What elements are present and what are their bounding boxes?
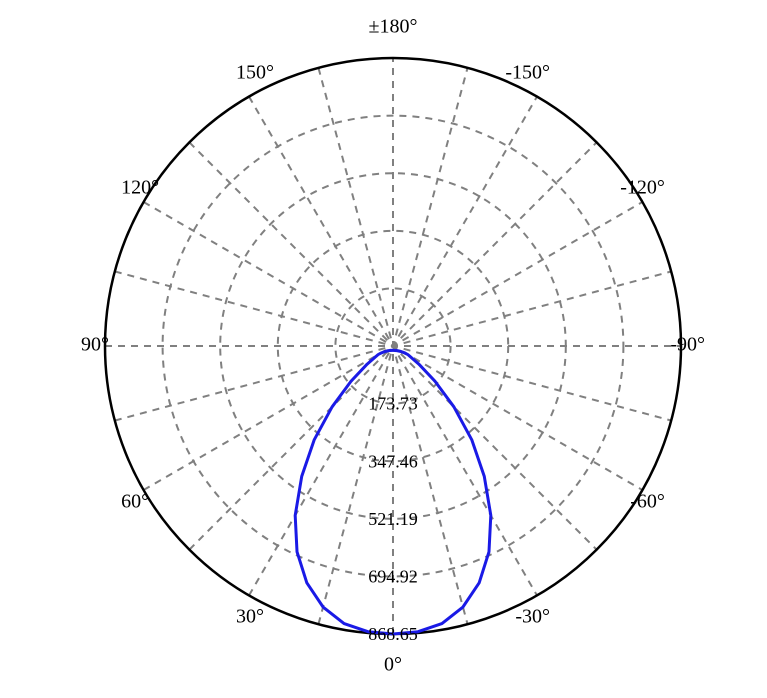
radial-tick-label: 521.19 <box>368 509 418 529</box>
angle-tick-label: -150° <box>505 62 550 84</box>
angle-tick-label: 60° <box>121 491 149 513</box>
radial-tick-label: 347.46 <box>368 451 418 471</box>
radial-tick-label: 694.92 <box>368 567 418 587</box>
angle-tick-label: -120° <box>620 177 665 199</box>
angle-tick-label: ±180° <box>369 16 418 38</box>
radial-tick-label: 868.65 <box>368 624 418 644</box>
angle-tick-label: -90° <box>670 334 705 356</box>
angle-tick-label: 30° <box>236 606 264 628</box>
angle-tick-label: 120° <box>121 177 159 199</box>
angle-tick-label: 150° <box>236 62 274 84</box>
radial-tick-label: 173.73 <box>368 394 418 414</box>
angle-tick-label: -60° <box>630 491 665 513</box>
angle-tick-label: 0° <box>384 654 402 676</box>
polar-chart: 173.73 347.46 521.19 694.92 868.65 0° 30° 60° 90… <box>0 0 767 698</box>
angle-tick-label: -30° <box>515 606 550 628</box>
angle-tick-label: 90° <box>81 334 109 356</box>
